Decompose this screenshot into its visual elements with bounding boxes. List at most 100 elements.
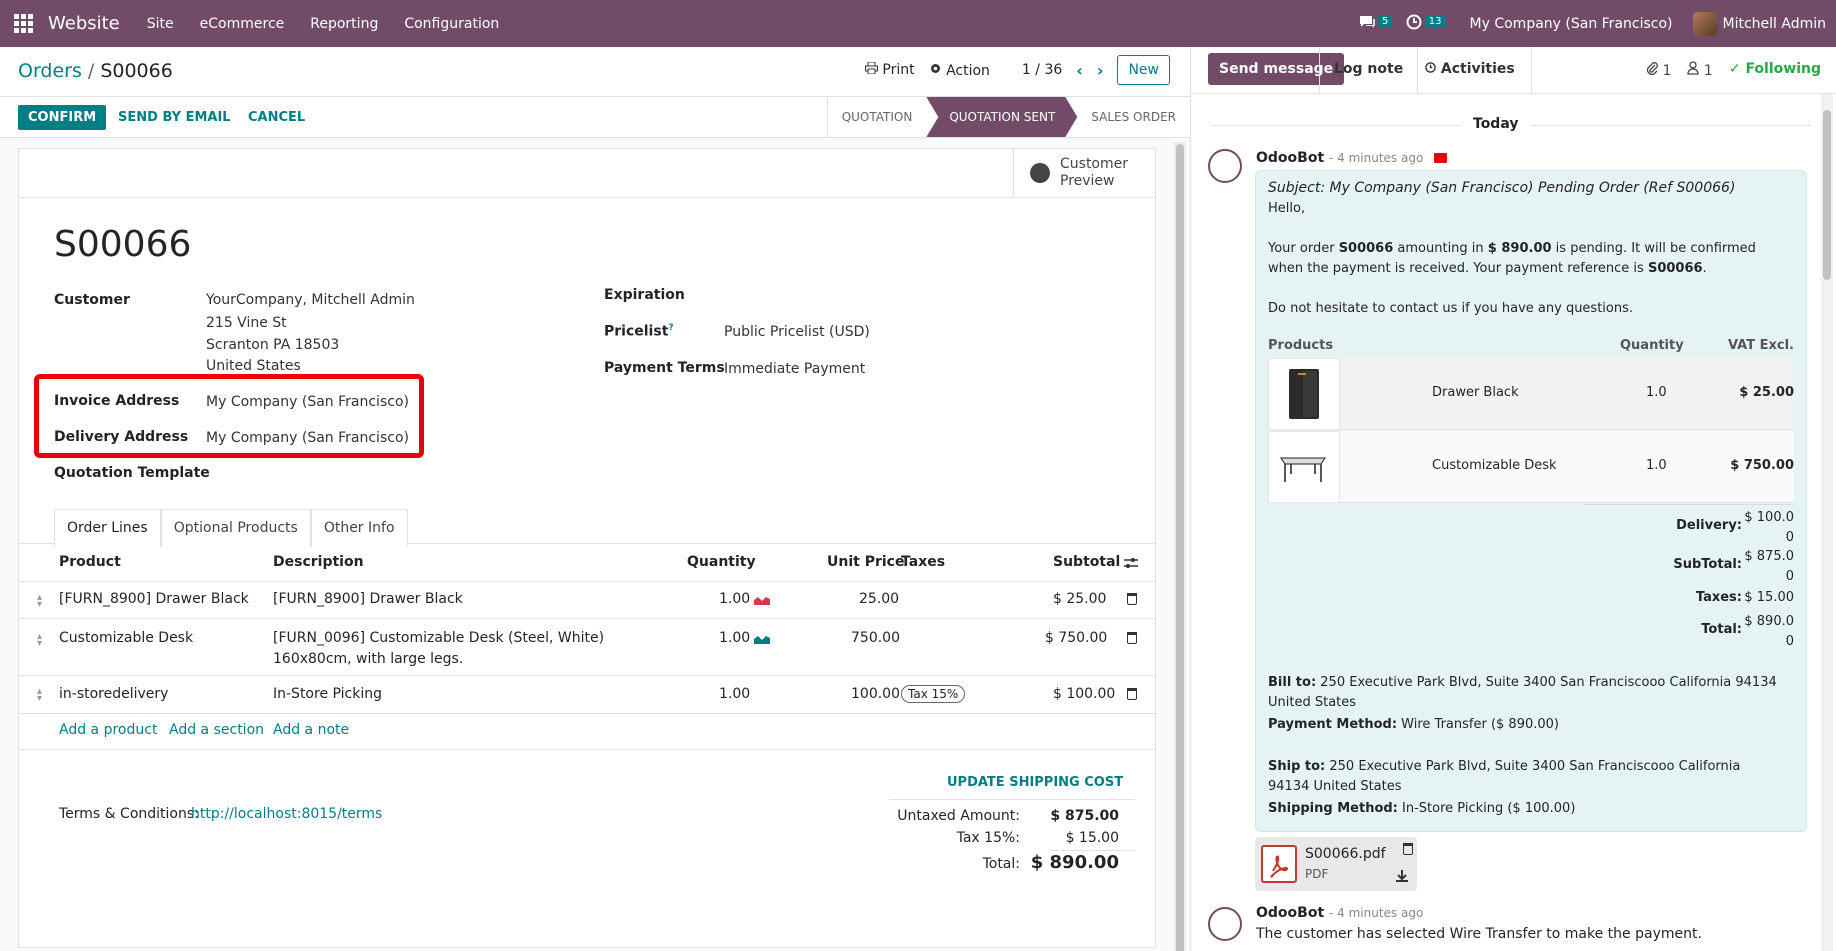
confirm-button[interactable]: CONFIRM xyxy=(18,105,107,130)
line-quantity[interactable]: 1.00 xyxy=(719,591,751,607)
message-author-name[interactable]: OdooBot xyxy=(1256,905,1325,921)
invoice-address-field[interactable]: My Company (San Francisco) xyxy=(206,394,409,410)
pager-value[interactable]: 1 / 36 xyxy=(1021,62,1063,78)
user-menu[interactable]: Mitchell Admin xyxy=(1722,15,1827,32)
forecast-chart-icon[interactable] xyxy=(754,595,770,605)
tab-other-info[interactable]: Other Info xyxy=(310,509,408,547)
activities-button[interactable]: 13 xyxy=(1406,14,1446,34)
company-switcher[interactable]: My Company (San Francisco) xyxy=(1469,15,1673,32)
delete-line-icon[interactable] xyxy=(1127,688,1137,700)
stage-quotation-sent[interactable]: QUOTATION SENT xyxy=(926,97,1077,137)
line-unit-price[interactable]: 750.00 xyxy=(851,630,900,646)
new-button[interactable]: New xyxy=(1117,55,1170,85)
list-item: Drawer Black 1.0 $ 25.00 xyxy=(1268,358,1794,430)
summary-value: $ 15.00 xyxy=(1744,590,1794,605)
chatter-scrollbar[interactable] xyxy=(1821,94,1833,951)
tab-order-lines[interactable]: Order Lines xyxy=(54,509,161,547)
pricelist-help-icon[interactable]: ? xyxy=(668,323,674,333)
action-button[interactable]: Action xyxy=(929,62,990,79)
stage-quotation[interactable]: QUOTATION xyxy=(826,97,927,137)
line-description[interactable]: In-Store Picking xyxy=(273,686,382,702)
add-product-link[interactable]: Add a product xyxy=(59,722,158,738)
menu-site[interactable]: Site xyxy=(146,15,174,32)
customer-label: Customer xyxy=(54,292,130,308)
followers-button[interactable]: 1 xyxy=(1687,61,1713,79)
send-by-email-button[interactable]: SEND BY EMAIL xyxy=(118,110,231,125)
line-description[interactable]: [FURN_0096] Customizable Desk (Steel, Wh… xyxy=(273,630,605,646)
activities-button[interactable]: Activities xyxy=(1411,53,1529,85)
cancel-button[interactable]: CANCEL xyxy=(248,110,306,125)
form-scrollbar[interactable] xyxy=(1174,142,1186,951)
header-subtotal[interactable]: Subtotal xyxy=(1053,554,1121,570)
drag-handle-icon[interactable]: ▴ ▾ xyxy=(37,592,43,610)
scrollbar-thumb[interactable] xyxy=(1176,144,1184,951)
drag-handle-icon[interactable]: ▴ ▾ xyxy=(37,686,43,704)
product-qty: 1.0 xyxy=(1646,458,1667,473)
header-unit-price[interactable]: Unit Price xyxy=(827,554,905,570)
delete-line-icon[interactable] xyxy=(1127,632,1137,644)
scrollbar-thumb[interactable] xyxy=(1823,110,1831,280)
forecast-chart-icon[interactable] xyxy=(754,634,770,644)
payment-terms-field[interactable]: Immediate Payment xyxy=(724,361,866,377)
log-note-button[interactable]: Log note xyxy=(1319,47,1419,94)
customer-country: United States xyxy=(206,358,301,374)
pager-previous-icon[interactable]: ‹ xyxy=(1076,60,1083,80)
add-note-link[interactable]: Add a note xyxy=(273,722,350,738)
header-taxes[interactable]: Taxes xyxy=(901,554,946,570)
stage-sales-order[interactable]: SALES ORDER xyxy=(1091,110,1176,124)
line-unit-price[interactable]: 100.00 xyxy=(851,686,900,702)
delete-line-icon[interactable] xyxy=(1127,593,1137,605)
message-time: - 4 minutes ago xyxy=(1329,906,1424,920)
line-unit-price[interactable]: 25.00 xyxy=(859,591,900,607)
line-product[interactable]: Customizable Desk xyxy=(59,630,194,646)
header-product[interactable]: Product xyxy=(59,554,121,570)
line-description-extra[interactable]: 160x80cm, with large legs. xyxy=(273,651,464,667)
total-label: Total: xyxy=(982,856,1020,872)
print-button[interactable]: Print xyxy=(864,61,915,78)
breadcrumb-orders[interactable]: Orders xyxy=(18,60,82,82)
menu-configuration[interactable]: Configuration xyxy=(404,15,500,32)
download-icon[interactable] xyxy=(1395,869,1409,883)
header-description[interactable]: Description xyxy=(273,554,364,570)
line-quantity[interactable]: 1.00 xyxy=(719,630,751,646)
odoobot-avatar[interactable] xyxy=(1208,149,1242,183)
tab-optional-products[interactable]: Optional Products xyxy=(160,509,311,547)
customer-name[interactable]: YourCompany, Mitchell Admin xyxy=(206,292,415,308)
top-navbar: Website Site eCommerce Reporting Configu… xyxy=(0,0,1836,47)
update-shipping-cost-button[interactable]: UPDATE SHIPPING COST xyxy=(947,775,1124,790)
product-name: Customizable Desk xyxy=(1432,458,1557,473)
add-section-link[interactable]: Add a section xyxy=(169,722,265,738)
user-avatar[interactable] xyxy=(1692,11,1717,36)
optional-columns-icon[interactable] xyxy=(1123,556,1139,570)
delivery-address-field[interactable]: My Company (San Francisco) xyxy=(206,430,409,446)
header-quantity[interactable]: Quantity xyxy=(687,554,756,570)
send-message-button[interactable]: Send message xyxy=(1208,53,1345,85)
attachments-button[interactable]: 1 xyxy=(1646,61,1671,79)
line-quantity[interactable]: 1.00 xyxy=(719,686,751,702)
attachment-name[interactable]: S00066.pdf xyxy=(1305,846,1386,862)
messages-button[interactable]: 5 xyxy=(1358,14,1393,34)
pricelist-field[interactable]: Public Pricelist (USD) xyxy=(724,324,870,340)
app-name[interactable]: Website xyxy=(48,13,120,34)
line-product[interactable]: [FURN_8900] Drawer Black xyxy=(59,591,249,607)
message-author-name[interactable]: OdooBot xyxy=(1256,150,1325,166)
table-row[interactable]: ▴ ▾ in-storedelivery In-Store Picking 1.0… xyxy=(19,676,1155,714)
table-row[interactable]: ▴ ▾ Customizable Desk [FURN_0096] Customi… xyxy=(19,619,1155,676)
tax-badge[interactable]: Tax 15% xyxy=(901,685,966,703)
line-product[interactable]: in-storedelivery xyxy=(59,686,169,702)
drag-handle-icon[interactable]: ▴ ▾ xyxy=(37,631,43,649)
line-description[interactable]: [FURN_8900] Drawer Black xyxy=(273,591,463,607)
terms-link[interactable]: http://localhost:8015/terms xyxy=(191,806,383,822)
customer-preview-button[interactable]: Customer Preview xyxy=(1013,149,1155,197)
following-button[interactable]: ✓ Following xyxy=(1729,61,1821,79)
menu-reporting[interactable]: Reporting xyxy=(310,15,379,32)
pdf-attachment[interactable]: S00066.pdf PDF xyxy=(1255,837,1417,891)
pager-next-icon[interactable]: › xyxy=(1096,60,1104,80)
apps-menu-icon[interactable] xyxy=(14,13,34,34)
delete-attachment-icon[interactable] xyxy=(1403,843,1413,855)
table-row[interactable]: ▴ ▾ [FURN_8900] Drawer Black [FURN_8900] … xyxy=(19,582,1155,619)
odoobot-avatar[interactable] xyxy=(1208,907,1242,941)
menu-ecommerce[interactable]: eCommerce xyxy=(199,15,285,32)
total-value: $ 890.00 xyxy=(1030,852,1119,873)
message-time: - 4 minutes ago xyxy=(1329,151,1424,165)
